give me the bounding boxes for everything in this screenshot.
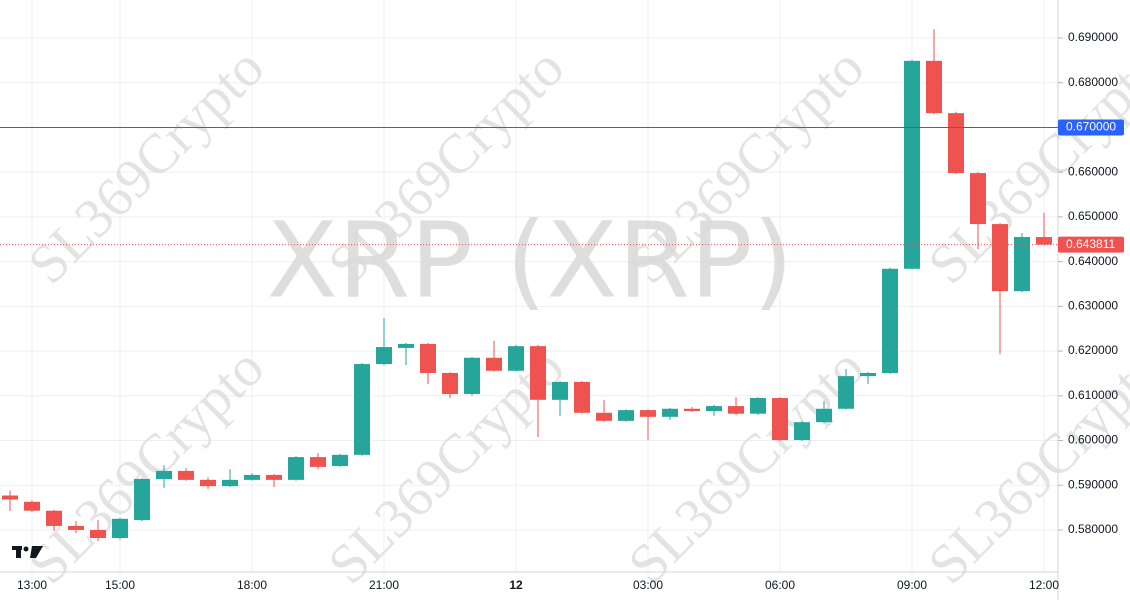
x-tick-label: 15:00 [105,578,135,592]
candle-body [882,268,898,373]
candle-body [486,357,502,371]
candle-body [134,478,150,521]
candle-body [640,410,656,417]
candle-body [442,372,458,395]
x-tick-label: 21:00 [369,578,399,592]
tradingview-logo [12,546,43,558]
candle-body [376,347,392,365]
candle-body [244,474,260,480]
y-tick-label: 0.590000 [1068,477,1118,491]
y-tick-label: 0.690000 [1068,30,1118,44]
hline-label-bg [1058,119,1124,136]
candle-body [288,457,304,480]
candle-body [112,518,128,539]
candle-body [838,376,854,409]
symbol-watermark: XRP (XRP) [267,199,794,321]
candle-body [1014,237,1030,292]
candle-body [794,422,810,441]
candle-body [266,474,282,480]
candle-body [596,412,612,421]
last-price-label-bg [1058,236,1124,253]
x-tick-label: 18:00 [237,578,267,592]
candle-body [684,408,700,411]
candle-body [156,470,172,479]
candle-body [618,410,634,421]
candle-body [332,454,348,467]
x-tick-label: 06:00 [765,578,795,592]
candles [2,29,1052,542]
candle-body [574,381,590,413]
candle-body [860,372,876,377]
y-tick-label: 0.580000 [1068,522,1118,536]
y-tick-label: 0.630000 [1068,299,1118,313]
candle-body [750,398,766,414]
candle-body [68,525,84,530]
candle-body [728,406,744,414]
y-tick-label: 0.650000 [1068,209,1118,223]
candle-body [926,60,942,114]
candle-body [772,398,788,441]
candle-body [2,495,18,500]
last-price-label: 0.643811 [1066,237,1115,251]
candle-body [46,510,62,526]
x-tick-label: 13:00 [17,578,47,592]
candle-body [420,343,436,373]
candle-body [354,364,370,455]
candle-body [970,173,986,225]
candle-body [222,479,238,487]
candle-body [200,479,216,487]
candle-body [552,381,568,400]
x-tick-label: 12 [509,578,523,592]
candle-body [948,113,964,174]
candle-body [904,60,920,269]
candle-body [24,501,40,511]
candle-body [530,346,546,400]
candle-body [816,408,832,423]
x-tick-label: 03:00 [633,578,663,592]
candle-body [90,529,106,539]
candle-body [178,470,194,480]
y-tick-label: 0.600000 [1068,433,1118,447]
candle-body [508,346,524,371]
candle-body [706,406,722,411]
y-tick-label: 0.660000 [1068,164,1118,178]
y-tick-label: 0.680000 [1068,75,1118,89]
y-tick-label: 0.640000 [1068,254,1118,268]
candle-body [398,343,414,348]
candle-body [464,357,480,395]
x-tick-label: 09:00 [897,578,927,592]
candle-body [662,408,678,417]
x-tick-label: 12:00 [1029,578,1059,592]
candle-body [1036,237,1052,245]
candle-body [310,457,326,467]
candle-body [992,224,1008,292]
hline-label: 0.670000 [1066,120,1116,134]
y-tick-label: 0.620000 [1068,343,1118,357]
y-tick-label: 0.610000 [1068,388,1118,402]
